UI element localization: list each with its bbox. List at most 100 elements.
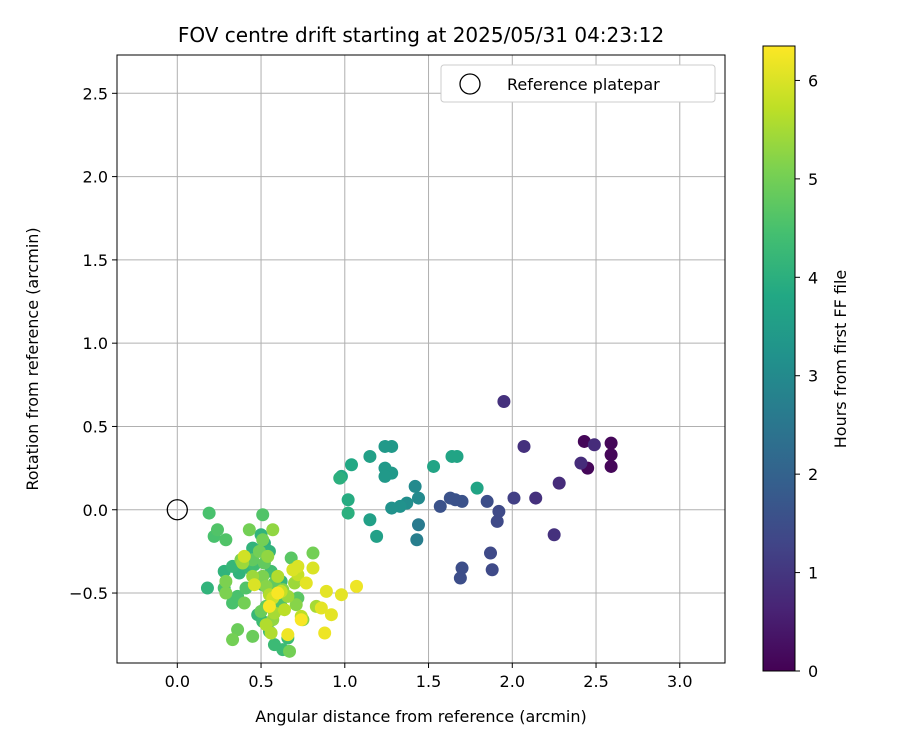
- legend-marker-reference: [459, 73, 481, 95]
- data-point: [363, 449, 377, 463]
- data-point: [484, 546, 498, 560]
- colorbar-ticks: 0 1 2 3 4 5 6: [795, 71, 818, 681]
- data-point: [363, 513, 377, 527]
- data-point: [319, 584, 333, 598]
- data-point: [242, 523, 256, 537]
- data-point: [226, 633, 240, 647]
- data-point: [231, 623, 245, 637]
- data-point: [294, 613, 308, 627]
- data-point: [246, 629, 260, 643]
- y-tick-label: 1.0: [83, 334, 108, 353]
- data-point: [587, 438, 601, 452]
- x-tick-label: 2.5: [583, 672, 608, 691]
- data-point: [256, 508, 270, 522]
- colorbar-tick-label: 6: [808, 71, 818, 90]
- x-tick-label: 3.0: [667, 672, 692, 691]
- data-point: [410, 533, 424, 547]
- data-point: [547, 528, 561, 542]
- colorbar-label: Hours from first FF file: [831, 270, 850, 449]
- data-point: [318, 626, 332, 640]
- data-point: [283, 644, 297, 658]
- x-tick-label: 2.0: [500, 672, 525, 691]
- data-point: [334, 588, 348, 602]
- data-point: [497, 394, 511, 408]
- x-tick-label: 0.5: [248, 672, 273, 691]
- data-point: [378, 469, 392, 483]
- data-point: [448, 493, 462, 507]
- data-point: [324, 608, 338, 622]
- legend: Reference platepar: [440, 64, 716, 103]
- colorbar-tick-label: 2: [808, 465, 818, 484]
- data-point: [262, 599, 276, 613]
- reference-marker: [166, 499, 188, 521]
- x-axis-label: Angular distance from reference (arcmin): [255, 707, 586, 726]
- data-point: [277, 603, 291, 617]
- data-point: [480, 494, 494, 508]
- data-point: [604, 459, 618, 473]
- data-point: [350, 579, 364, 593]
- y-tick-label: 1.5: [83, 251, 108, 270]
- data-point: [306, 561, 320, 575]
- y-tick-label: 0.5: [83, 417, 108, 436]
- data-point: [604, 448, 618, 462]
- x-tick-label: 1.0: [332, 672, 357, 691]
- data-point: [490, 514, 504, 528]
- chart-title: FOV centre drift starting at 2025/05/31 …: [178, 23, 664, 47]
- y-tick-label: −0.5: [69, 584, 108, 603]
- data-point: [281, 628, 295, 642]
- data-point: [256, 569, 270, 583]
- data-point: [237, 549, 251, 563]
- data-point: [341, 506, 355, 520]
- y-axis-ticks: −0.5 0.0 0.5 1.0 1.5 2.0 2.5: [69, 84, 117, 603]
- data-points: [200, 394, 618, 658]
- plot-frame: [116, 54, 726, 664]
- data-point: [529, 491, 543, 505]
- x-axis-ticks: 0.0 0.5 1.0 1.5 2.0 2.5 3.0: [165, 663, 693, 691]
- data-point: [271, 569, 285, 583]
- data-point: [370, 529, 384, 543]
- colorbar-tick-label: 5: [808, 170, 818, 189]
- data-point: [411, 491, 425, 505]
- colorbar-tick-label: 3: [808, 367, 818, 386]
- data-point: [517, 439, 531, 453]
- data-point: [271, 586, 285, 600]
- grid: [117, 55, 725, 663]
- data-point: [433, 499, 447, 513]
- x-tick-label: 0.0: [165, 672, 190, 691]
- data-point: [266, 523, 280, 537]
- data-point: [552, 476, 566, 490]
- data-point: [261, 549, 275, 563]
- data-point: [408, 479, 422, 493]
- data-point: [210, 523, 224, 537]
- data-point: [333, 471, 347, 485]
- data-point: [289, 598, 303, 612]
- data-point: [219, 533, 233, 547]
- data-point: [453, 571, 467, 585]
- y-tick-label: 2.0: [83, 168, 108, 187]
- colorbar-tick-label: 0: [808, 662, 818, 681]
- data-point: [314, 601, 328, 615]
- data-point: [445, 449, 459, 463]
- data-point: [378, 439, 392, 453]
- data-point: [264, 626, 278, 640]
- data-point: [411, 518, 425, 532]
- data-point: [470, 481, 484, 495]
- data-point: [299, 576, 313, 590]
- colorbar-tick-label: 4: [808, 268, 818, 287]
- data-point: [256, 533, 270, 547]
- data-point: [574, 456, 588, 470]
- data-point: [507, 491, 521, 505]
- data-point: [455, 561, 469, 575]
- x-tick-label: 1.5: [416, 672, 441, 691]
- reference-platepar-point: [166, 499, 188, 521]
- data-point: [291, 559, 305, 573]
- data-point: [577, 434, 591, 448]
- data-point: [385, 501, 399, 515]
- data-point: [485, 563, 499, 577]
- colorbar-gradient: [762, 45, 796, 672]
- y-axis-label: Rotation from reference (arcmin): [23, 227, 42, 490]
- data-point: [219, 574, 233, 588]
- data-point: [492, 504, 506, 518]
- legend-label-reference: Reference platepar: [507, 75, 660, 94]
